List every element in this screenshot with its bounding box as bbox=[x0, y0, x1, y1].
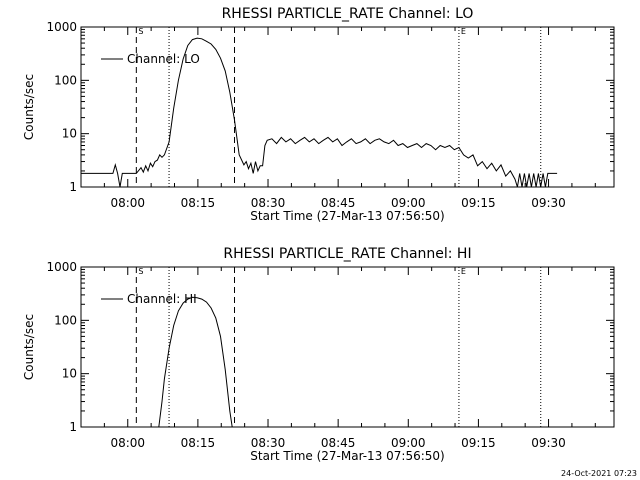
y-tick-label: 10 bbox=[62, 127, 77, 141]
legend-label-1: Channel: LO bbox=[127, 52, 200, 66]
y-tick-label: 10 bbox=[62, 367, 77, 381]
x-tick-label: 09:30 bbox=[531, 196, 566, 210]
x-tick-label: 08:30 bbox=[251, 436, 286, 450]
event-marker-label: E bbox=[461, 267, 466, 276]
x-tick-label: 08:00 bbox=[110, 196, 145, 210]
legend-label-2: Channel: HI bbox=[127, 292, 197, 306]
x-tick-label: 09:00 bbox=[391, 196, 426, 210]
event-marker-label: S bbox=[138, 267, 143, 276]
y-axis-label-1: Counts/sec bbox=[22, 74, 36, 140]
x-tick-label: 08:00 bbox=[110, 436, 145, 450]
x-tick-label: 09:15 bbox=[461, 196, 496, 210]
x-tick-label: 08:15 bbox=[181, 436, 216, 450]
series-line-1-1 bbox=[81, 37, 558, 188]
series-line-2-1 bbox=[158, 296, 233, 428]
x-tick-label: 09:15 bbox=[461, 436, 496, 450]
x-tick-label: 08:45 bbox=[321, 196, 356, 210]
y-axis-label-2: Counts/sec bbox=[22, 314, 36, 380]
plot-frame-2 bbox=[80, 266, 615, 428]
y-tick-label: 100 bbox=[54, 73, 77, 87]
y-tick-label: 100 bbox=[54, 313, 77, 327]
chart-title-2: RHESSI PARTICLE_RATE Channel: HI bbox=[223, 246, 471, 262]
chart-title-1: RHESSI PARTICLE_RATE Channel: LO bbox=[222, 6, 474, 22]
y-tick-label: 1 bbox=[69, 420, 77, 434]
y-tick-label: 1000 bbox=[46, 260, 77, 274]
x-axis-label-1: Start Time (27-Mar-13 07:56:50) bbox=[250, 209, 444, 223]
x-tick-label: 09:00 bbox=[391, 436, 426, 450]
event-marker-label: S bbox=[138, 27, 143, 36]
x-tick-label: 09:30 bbox=[531, 436, 566, 450]
x-axis-label-2: Start Time (27-Mar-13 07:56:50) bbox=[250, 449, 444, 463]
x-tick-label: 08:15 bbox=[181, 196, 216, 210]
x-tick-label: 08:45 bbox=[321, 436, 356, 450]
y-tick-label: 1000 bbox=[46, 20, 77, 34]
footer-timestamp: 24-Oct-2021 07:23 bbox=[561, 469, 637, 478]
y-tick-label: 1 bbox=[69, 180, 77, 194]
event-marker-label: E bbox=[461, 27, 466, 36]
x-tick-label: 08:30 bbox=[251, 196, 286, 210]
plot-frame-1 bbox=[80, 26, 615, 188]
